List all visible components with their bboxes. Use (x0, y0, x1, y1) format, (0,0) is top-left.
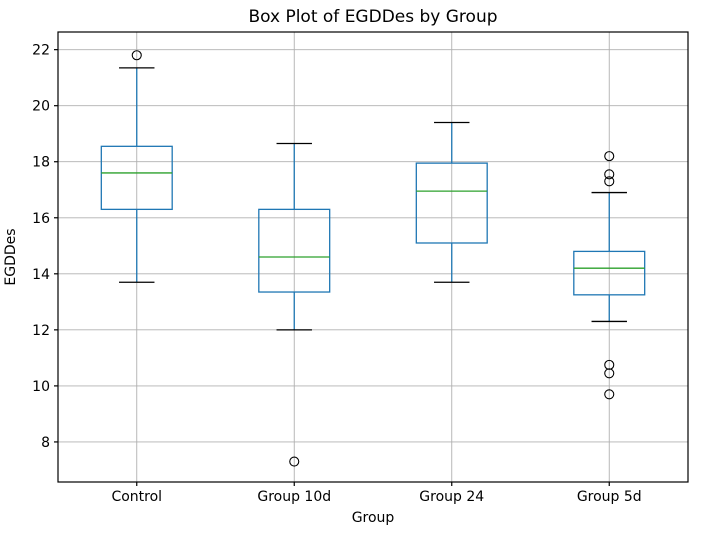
y-tick-label: 8 (41, 435, 50, 451)
chart-title: Box Plot of EGDDes by Group (248, 7, 498, 27)
x-tick-label: Group 24 (419, 489, 484, 505)
y-tick-label: 16 (32, 211, 50, 227)
y-tick-label: 20 (32, 99, 50, 115)
box-Group 10d (258, 208, 331, 293)
outlier-point (604, 389, 615, 400)
y-tick-label: 22 (32, 43, 50, 59)
box-Control (100, 145, 173, 211)
y-tick-label: 10 (32, 379, 50, 395)
outlier-point (604, 169, 615, 180)
y-tick-label: 12 (32, 323, 50, 339)
outlier-point (604, 359, 615, 370)
box-Group 24 (415, 162, 488, 244)
y-tick-label: 14 (32, 267, 50, 283)
outlier-point (131, 50, 142, 61)
x-axis-label: Group (351, 510, 395, 526)
outlier-point (289, 456, 300, 467)
y-tick-label: 18 (32, 155, 50, 171)
x-tick-label: Group 5d (577, 489, 642, 505)
axes-frame (57, 31, 689, 483)
outlier-point (604, 368, 615, 379)
outlier-point (604, 176, 615, 187)
y-axis-label: EGDDes (3, 228, 19, 286)
outlier-point (604, 151, 615, 162)
x-tick-label: Group 10d (257, 489, 331, 505)
box-Group 5d (573, 250, 646, 296)
x-tick-label: Control (111, 489, 162, 505)
